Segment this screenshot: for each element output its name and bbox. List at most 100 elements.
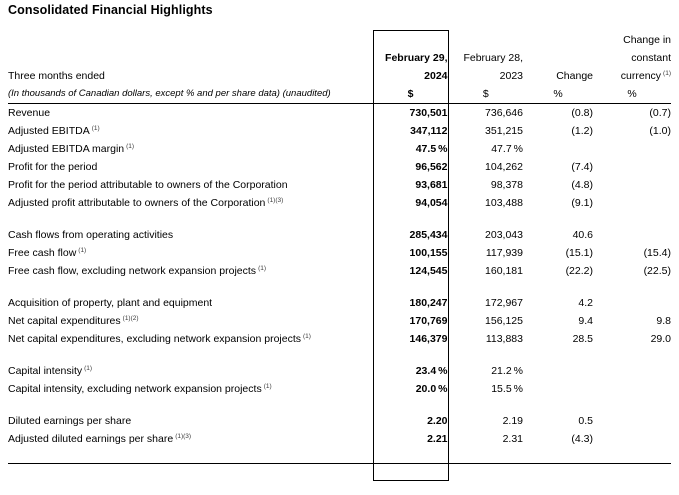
- row-value-cc: (15.4): [643, 247, 671, 259]
- box-tail-label: [8, 464, 373, 481]
- group-spacer-current: [372, 280, 449, 294]
- row-label-text: Free cash flow: [8, 247, 77, 259]
- row-value-current: 47.5%: [372, 140, 449, 158]
- group-spacer-change: [523, 398, 593, 412]
- row-value-cc: [593, 194, 671, 212]
- row-value-current: 170,769: [372, 312, 449, 330]
- footer-spacer-current: [372, 448, 449, 464]
- row-label-text: Adjusted profit attributable to owners o…: [8, 197, 266, 209]
- row-label-text: Adjusted EBITDA: [8, 125, 90, 137]
- row-value-cc: [593, 294, 671, 312]
- row-label-text: Acquisition of property, plant and equip…: [8, 297, 213, 309]
- row-value-change: (1.2): [571, 125, 593, 137]
- row-value-current: 124,545: [372, 262, 449, 280]
- group-spacer-cc: [593, 398, 671, 412]
- header-row-1: Change in: [8, 30, 671, 50]
- table-box-tail: [8, 463, 671, 481]
- row-footnote: (1): [303, 332, 311, 340]
- row-value-current: 347,112: [372, 122, 449, 140]
- row-value-current: 94,054: [372, 194, 449, 212]
- row-label-text: Revenue: [8, 107, 51, 119]
- row-value-cc: [593, 226, 671, 244]
- row-label: Diluted earnings per share: [8, 412, 373, 430]
- row-label-text: Profit for the period attributable to ow…: [8, 179, 288, 191]
- row-value-change: [523, 380, 593, 398]
- row-label: Adjusted EBITDA margin (1): [8, 140, 373, 158]
- header-row-2: February 29, February 28, constant: [8, 49, 671, 67]
- row-value-current: 146,379: [372, 330, 449, 348]
- row-value-change: [523, 140, 593, 158]
- header-col-current-line1: [372, 30, 449, 49]
- group-spacer-label: [8, 398, 373, 412]
- row-value-cc: 29.0: [650, 333, 671, 345]
- group-spacer-current: [372, 348, 449, 362]
- group-spacer-prior: [448, 348, 523, 362]
- table-row: Acquisition of property, plant and equip…: [8, 294, 671, 312]
- row-value-current: 100,155: [372, 244, 449, 262]
- row-value-current: 2.21: [372, 430, 449, 448]
- row-label-text: Capital intensity, excluding network exp…: [8, 383, 262, 395]
- header-col-cc-line2: constant: [631, 52, 671, 64]
- table-row: Adjusted EBITDA (1) 347,112 351,215 (1.2)…: [8, 122, 671, 140]
- header-spacer-2: [8, 49, 373, 67]
- percent-symbol: %: [438, 383, 448, 395]
- table-row: Capital intensity, excluding network exp…: [8, 380, 671, 398]
- row-value-current: 96,562: [372, 158, 449, 176]
- row-label-text: Adjusted diluted earnings per share: [8, 433, 174, 445]
- footer-spacer-change: [523, 448, 593, 464]
- row-value-prior: 15.5%: [448, 380, 523, 398]
- row-value-current: 20.0%: [372, 380, 449, 398]
- group-spacer: [8, 348, 671, 362]
- row-value-prior: 104,262: [485, 161, 523, 173]
- header-row-3: Three months ended 2024 2023 Change curr…: [8, 67, 671, 85]
- row-label-text: Free cash flow, excluding network expans…: [8, 265, 257, 277]
- row-value-change: (9.1): [571, 197, 593, 209]
- row-label: Capital intensity, excluding network exp…: [8, 380, 373, 398]
- header-col-cc-footnote: (1): [663, 69, 671, 77]
- row-label: Free cash flow (1): [8, 244, 373, 262]
- header-col-current-line3: 2024: [372, 67, 449, 85]
- row-value-cc: [593, 412, 671, 430]
- row-value-change: (0.8): [571, 107, 593, 119]
- header-col-current-line2: February 29,: [372, 49, 449, 67]
- row-value-prior-text: 15.5: [491, 383, 512, 395]
- footer-spacer-label: [8, 448, 373, 464]
- header-period-label: Three months ended: [8, 70, 105, 82]
- row-footnote: (1)(3): [267, 196, 284, 204]
- row-footnote: (1): [258, 264, 267, 272]
- footer-spacer-cc: [593, 448, 671, 464]
- row-value-current-text: 23.4: [415, 365, 437, 377]
- row-value-current-text: 47.5: [415, 143, 437, 155]
- group-spacer-prior: [448, 212, 523, 226]
- row-value-change: 9.4: [578, 315, 593, 327]
- header-col-change-line1: [523, 31, 593, 50]
- row-label: Cash flows from operating activities: [8, 226, 373, 244]
- row-label: Profit for the period attributable to ow…: [8, 176, 373, 194]
- table-row: Adjusted EBITDA margin (1) 47.5% 47.7%: [8, 140, 671, 158]
- table-row: Profit for the period attributable to ow…: [8, 176, 671, 194]
- row-value-prior: 21.2%: [448, 362, 523, 380]
- table-row: Net capital expenditures, excluding netw…: [8, 330, 671, 348]
- row-footnote: (1): [78, 246, 87, 254]
- row-value-change: (7.4): [571, 161, 593, 173]
- row-value-prior: 2.19: [502, 415, 523, 427]
- row-footnote: (1)(3): [175, 432, 192, 440]
- box-tail-current: [372, 463, 449, 481]
- row-value-current: 180,247: [372, 294, 449, 312]
- percent-symbol: %: [438, 365, 448, 377]
- row-value-prior: 2.31: [502, 433, 523, 445]
- row-footnote: (1)(2): [122, 314, 139, 322]
- group-spacer-cc: [593, 212, 671, 226]
- header-col-prior-line3: 2023: [499, 70, 523, 82]
- row-label: Revenue: [8, 104, 373, 123]
- header-units-note: (In thousands of Canadian dollars, excep…: [8, 85, 373, 104]
- percent-symbol: %: [513, 365, 523, 377]
- box-tail-change: [523, 464, 593, 481]
- row-label-text: Cash flows from operating activities: [8, 229, 174, 241]
- table-row: Adjusted profit attributable to owners o…: [8, 194, 671, 212]
- row-label: Acquisition of property, plant and equip…: [8, 294, 373, 312]
- group-spacer-current: [372, 398, 449, 412]
- row-value-prior: 736,646: [485, 107, 523, 119]
- header-spacer-1: [8, 31, 373, 50]
- header-symbol-prior: $: [448, 85, 523, 104]
